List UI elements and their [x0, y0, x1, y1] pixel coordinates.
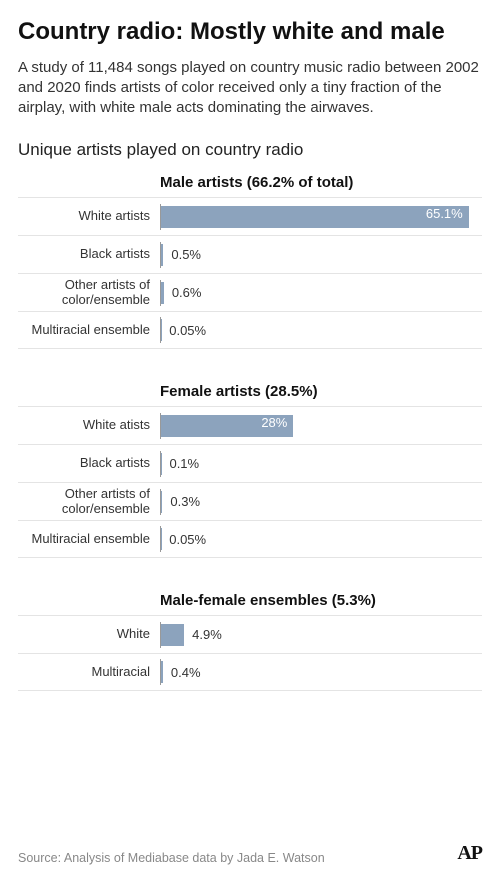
row-label: White	[18, 627, 160, 642]
row-label: Multiracial ensemble	[18, 323, 160, 338]
ap-logo: AP	[457, 842, 482, 865]
row-label: White atists	[18, 418, 160, 433]
bar-value: 4.9%	[184, 627, 222, 642]
footer: Source: Analysis of Mediabase data by Ja…	[18, 842, 482, 865]
bar-area: 4.9%	[160, 624, 482, 646]
bar	[161, 624, 184, 646]
bar-area: 0.05%	[160, 319, 482, 341]
bar-value: 0.3%	[162, 494, 200, 509]
bar-row: Other artists of color/ensemble0.3%	[18, 482, 482, 520]
bar-row: Multiracial ensemble0.05%	[18, 520, 482, 558]
bar: 28%	[161, 415, 293, 437]
bar-chart: Male artists (66.2% of total) White artis…	[18, 174, 482, 691]
bar-area: 0.5%	[160, 244, 482, 266]
headline: Country radio: Mostly white and male	[18, 18, 482, 46]
group-label: Female artists (28.5%)	[160, 383, 482, 400]
chart-subhead: Unique artists played on country radio	[18, 140, 482, 160]
row-label: Other artists of color/ensemble	[18, 278, 160, 308]
bar-value: 0.05%	[161, 323, 206, 338]
bar-area: 0.6%	[160, 282, 482, 304]
bar-area: 0.4%	[160, 661, 482, 683]
bar-row: Multiracial0.4%	[18, 653, 482, 691]
bar-value: 0.6%	[164, 285, 202, 300]
bar-area: 65.1%	[160, 206, 482, 228]
chart-group: Female artists (28.5%) White atists 28% Bla…	[18, 383, 482, 558]
row-label: Multiracial	[18, 665, 160, 680]
chart-group: Male artists (66.2% of total) White artis…	[18, 174, 482, 349]
row-label: Black artists	[18, 247, 160, 262]
bar-area: 0.1%	[160, 453, 482, 475]
bar-value: 0.05%	[161, 532, 206, 547]
bar-value: 0.1%	[161, 456, 199, 471]
bar-row: White 4.9%	[18, 615, 482, 653]
row-label: White artists	[18, 209, 160, 224]
bar-row: White artists 65.1%	[18, 197, 482, 235]
bar-row: White atists 28%	[18, 406, 482, 444]
dek-paragraph: A study of 11,484 songs played on countr…	[18, 58, 482, 119]
bar-value: 65.1%	[426, 206, 463, 221]
row-label: Multiracial ensemble	[18, 532, 160, 547]
bar-area: 0.05%	[160, 528, 482, 550]
bar-row: Other artists of color/ensemble 0.6%	[18, 273, 482, 311]
row-label: Black artists	[18, 456, 160, 471]
bar-value: 28%	[261, 415, 287, 430]
bar-row: Black artists0.1%	[18, 444, 482, 482]
bar: 65.1%	[161, 206, 469, 228]
chart-group: Male-female ensembles (5.3%) White 4.9% Mul…	[18, 592, 482, 691]
bar-area: 0.3%	[160, 491, 482, 513]
bar-row: Black artists0.5%	[18, 235, 482, 273]
group-label: Male-female ensembles (5.3%)	[160, 592, 482, 609]
bar-value: 0.5%	[163, 247, 201, 262]
bar-value: 0.4%	[163, 665, 201, 680]
group-label: Male artists (66.2% of total)	[160, 174, 482, 191]
source-line: Source: Analysis of Mediabase data by Ja…	[18, 851, 325, 865]
bar-row: Multiracial ensemble0.05%	[18, 311, 482, 349]
row-label: Other artists of color/ensemble	[18, 487, 160, 517]
bar-area: 28%	[160, 415, 482, 437]
